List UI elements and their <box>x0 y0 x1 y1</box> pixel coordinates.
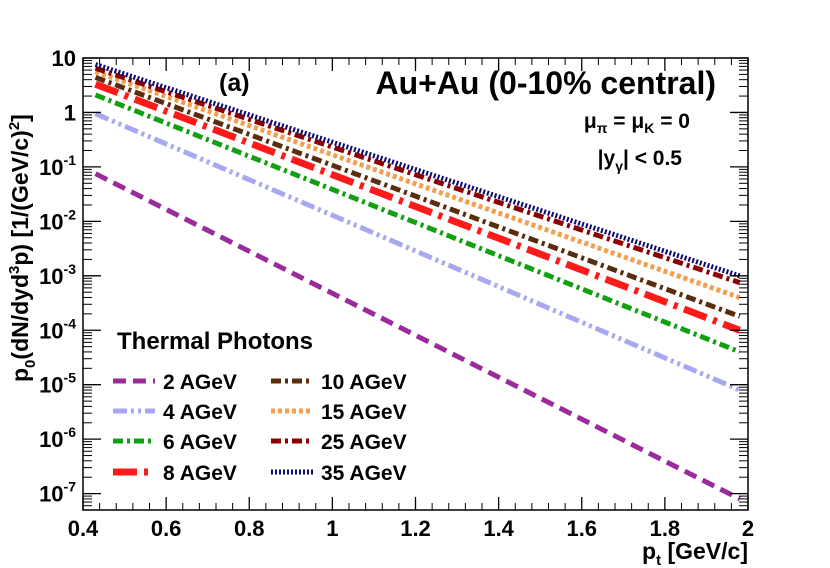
x-axis: 0.4 0.6 0.8 1 1.2 1.4 1.6 1.8 2 <box>68 58 754 541</box>
series-line-10-agev <box>94 75 741 319</box>
x-tick-label: 1.6 <box>566 516 597 541</box>
legend-label: 6 AGeV <box>163 431 237 454</box>
y-axis: 10 1 10-1 10-2 10-3 10-4 10-5 10-6 10-7 <box>39 46 748 511</box>
legend-title: Thermal Photons <box>117 328 313 355</box>
legend-label: 25 AGeV <box>321 431 407 454</box>
x-tick-label: 1.8 <box>650 516 681 541</box>
curves-layer <box>94 62 741 502</box>
y-tick-label: 10-2 <box>39 206 76 234</box>
x-tick-label: 1 <box>326 516 338 541</box>
series-line-15-agev <box>94 69 741 300</box>
y-axis-label: p0(dN/dyd3p) [1/(GeV/c)2] <box>6 114 39 382</box>
series-line-35-agev <box>94 62 741 279</box>
series-line-25-agev <box>94 65 741 285</box>
legend-label: 8 AGeV <box>163 462 237 485</box>
series-line-2-agev <box>94 171 741 502</box>
y-tick-label: 10-4 <box>39 315 76 343</box>
panel-label: (a) <box>219 69 250 97</box>
legend-label: 15 AGeV <box>321 401 407 424</box>
y-tick-label: 10-3 <box>39 261 76 289</box>
y-tick-label: 10-5 <box>39 370 76 398</box>
x-tick-label: 0.8 <box>234 516 265 541</box>
legend-label: 10 AGeV <box>321 371 407 394</box>
y-tick-label: 10-1 <box>39 152 76 180</box>
rapidity-annotation: |yγ| < 0.5 <box>598 147 683 174</box>
x-tick-label: 0.4 <box>68 516 99 541</box>
series-line-4-agev <box>94 111 741 393</box>
chart-title: Au+Au (0-10% central) <box>375 65 716 101</box>
legend-label: 4 AGeV <box>163 401 237 424</box>
y-tick-label: 1 <box>64 100 76 125</box>
y-tick-label: 10-7 <box>39 479 76 507</box>
x-tick-label: 1.2 <box>400 516 431 541</box>
legend-label: 2 AGeV <box>163 371 237 394</box>
y-tick-label: 10 <box>52 46 76 71</box>
x-tick-label: 2 <box>742 516 754 541</box>
chemical-potential-annotation: μπ = μK = 0 <box>584 110 690 136</box>
x-axis-label: pt [GeV/c] <box>642 538 748 568</box>
x-tick-label: 1.4 <box>483 516 514 541</box>
legend-label: 35 AGeV <box>321 462 407 485</box>
x-tick-label: 0.6 <box>151 516 182 541</box>
series-line-8-agev <box>94 80 741 334</box>
y-tick-label: 10-6 <box>39 424 76 452</box>
legend: Thermal Photons 2 AGeV 4 AGeV 6 AGeV 8 AGeV… <box>113 328 407 485</box>
